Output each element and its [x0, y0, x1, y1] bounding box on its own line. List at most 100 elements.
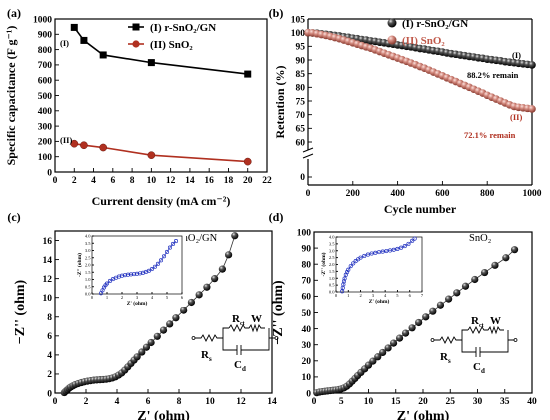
annotation-ii: (II) — [510, 112, 522, 122]
inset-y-tick-label: 1.0 — [329, 276, 335, 281]
x-tick-label: 10 — [205, 397, 215, 407]
x-tick-label: 8 — [130, 176, 135, 186]
y-tick-label: 700 — [38, 61, 53, 71]
data-point — [172, 314, 180, 322]
y-tick-label: 10 — [43, 294, 53, 304]
inset-point — [341, 279, 347, 284]
inset-point — [358, 255, 363, 260]
x-tick-label: 400 — [390, 189, 405, 199]
inset-point — [348, 264, 353, 269]
inset-point — [342, 276, 347, 281]
data-point — [480, 268, 489, 277]
data-point — [187, 298, 195, 307]
y-tick-label: 50 — [302, 309, 312, 319]
inset-y-tick-label: 3.0 — [85, 248, 91, 253]
inset-point — [373, 250, 378, 255]
inset-y-label: -Z'' (ohm) — [320, 252, 327, 276]
inset-point — [369, 251, 374, 256]
y-tick-label: 70 — [296, 111, 306, 121]
data-point — [453, 289, 461, 297]
circuit-label-rs-s: s — [209, 355, 212, 363]
inset-x-tick-label: 6 — [409, 293, 412, 298]
data-point — [231, 232, 239, 240]
annotation-i-remain: 88.2% remain — [467, 70, 519, 80]
inset-point — [351, 261, 356, 266]
x-tick-label: 0 — [53, 397, 58, 407]
inset-point — [412, 236, 417, 241]
data-point — [70, 139, 79, 148]
data-point — [99, 51, 107, 59]
x-tick-label: 18 — [224, 176, 234, 186]
inset-background — [80, 233, 186, 307]
y-tick-label: 65 — [296, 125, 306, 135]
inset-y-tick-label: 3.5 — [329, 241, 335, 246]
x-tick-label: 35 — [500, 397, 510, 407]
y-tick-label: 16 — [43, 237, 53, 247]
panel-d: 0 5 10 15 20 25 30 35 400102030405060708090100Z'… — [269, 210, 537, 420]
y-tick-label: 2 — [47, 370, 52, 380]
data-point — [502, 254, 510, 262]
y-tick-label: 400 — [38, 107, 53, 117]
inset-point — [131, 272, 137, 277]
inset-point — [170, 241, 176, 247]
data-point — [133, 353, 141, 361]
inset-x-tick-label: 2 — [359, 293, 361, 298]
inset-y-tick-label: 2.0 — [329, 262, 335, 267]
data-point — [153, 332, 161, 340]
data-point — [70, 23, 78, 31]
circuit-label-rs-r: R — [201, 349, 210, 361]
y-axis-label: −Z'' (ohm) — [271, 280, 286, 345]
legend-marker — [387, 18, 397, 28]
legend-marker — [387, 35, 397, 45]
circuit-label-cd-d: d — [242, 365, 246, 373]
inset-point — [149, 267, 155, 272]
data-point — [225, 251, 233, 259]
x-tick-label: 12 — [236, 397, 246, 407]
circuit-label-cd-c: C — [234, 359, 242, 371]
y-tick-label: 800 — [38, 46, 53, 56]
inset-x-tick-label: 4 — [151, 295, 154, 300]
y-tick-label: 0 — [306, 389, 311, 399]
inset-y-tick-label: 0.0 — [85, 292, 91, 297]
data-point — [195, 291, 203, 299]
y-axis-label: −Z'' (ohm) — [13, 279, 28, 344]
y-tick-label: 70 — [302, 277, 312, 287]
circuit-label-w: W — [490, 315, 501, 327]
data-point — [218, 265, 226, 273]
x-tick-label: 0 — [312, 397, 317, 407]
x-axis-label: Current density (mA cm⁻²) — [92, 194, 231, 208]
circuit-cd — [475, 330, 514, 357]
inset-point — [365, 252, 370, 257]
inset-y-label: -Z'' (ohm) — [76, 253, 83, 277]
panel-label: (a) — [7, 6, 21, 20]
inset-point — [134, 271, 140, 276]
inset-point — [167, 245, 173, 250]
inset-point — [391, 247, 396, 252]
data-point — [528, 105, 536, 113]
inset-point — [146, 268, 152, 273]
circuit-label-r: R — [471, 315, 480, 327]
x-tick-label: 20 — [243, 176, 253, 186]
circuit-node — [274, 336, 279, 340]
panel-label: (c) — [7, 210, 20, 224]
inset-y-tick-label: 1.5 — [329, 269, 335, 274]
inset-y-tick-label: 0.5 — [329, 283, 335, 288]
inset-x-tick-label: 5 — [396, 293, 399, 298]
circuit-label-rs-s: s — [448, 357, 451, 365]
circuit-label-cd-c: C — [473, 361, 481, 373]
y-axis-label: Specific capacitance (F g⁻¹) — [4, 26, 18, 166]
panel-a: 0 2 4 6 8 10 12 14 16 18 20 22 0 100 200 300 400 500 600 70… — [4, 6, 272, 208]
series-name: r-SnO₂/GN — [170, 233, 218, 244]
inset-point — [155, 261, 161, 266]
inset-y-tick-label: 1.0 — [85, 277, 91, 282]
y-tick-label: 60 — [302, 293, 312, 303]
inset-x-tick-label: 0 — [335, 293, 338, 298]
inset-point — [406, 241, 411, 246]
circuit-node — [430, 338, 435, 342]
y-tick-label: 4 — [47, 351, 52, 361]
data-point — [142, 343, 151, 351]
x-tick-label: 10 — [147, 176, 157, 186]
inset-y-tick-label: 0.5 — [85, 284, 91, 289]
inset-y-tick-label: 1.5 — [85, 270, 91, 275]
